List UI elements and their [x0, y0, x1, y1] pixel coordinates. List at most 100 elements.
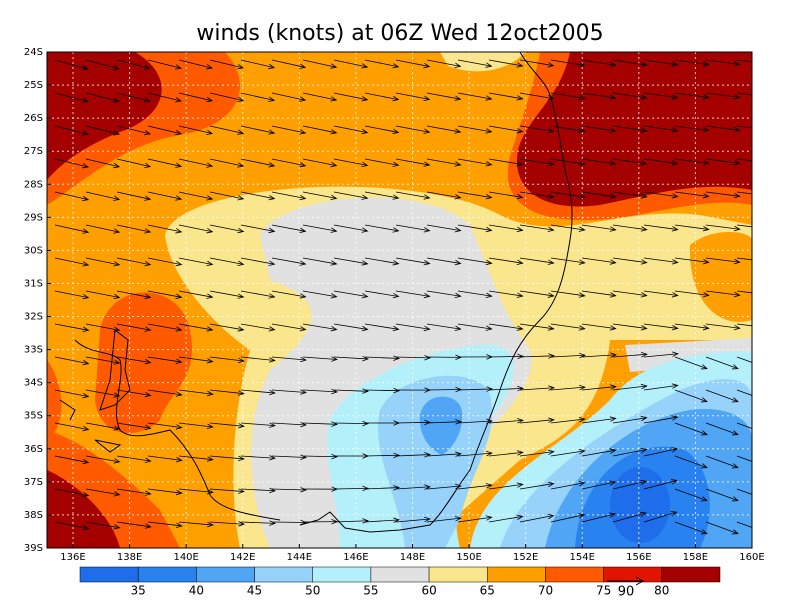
- wind-vector: [364, 191, 399, 199]
- wind-arrowhead: [733, 93, 741, 100]
- wind-vector: [519, 323, 554, 330]
- wind-vector: [426, 158, 461, 166]
- wind-arrowhead: [609, 325, 617, 331]
- wind-arrowhead: [702, 94, 710, 100]
- wind-arrowhead: [424, 419, 432, 426]
- wind-arrowhead: [455, 483, 462, 490]
- wind-vector: [271, 59, 306, 68]
- wind-arrowhead: [763, 464, 769, 468]
- wind-vector: [333, 520, 368, 523]
- coastline: [59, 329, 131, 453]
- wind-arrowhead: [609, 127, 617, 133]
- wind-vector: [612, 480, 647, 490]
- wind-vector: [705, 521, 739, 535]
- wind-arrowhead: [578, 513, 586, 519]
- field-region: [47, 470, 120, 548]
- wind-vector: [705, 257, 740, 263]
- wind-arrowhead: [765, 226, 771, 231]
- wind-arrowhead: [578, 325, 586, 331]
- wind-arrowhead: [361, 194, 369, 200]
- wind-vector: [147, 92, 182, 102]
- wind-arrowhead: [113, 491, 121, 497]
- wind-vector: [457, 516, 492, 523]
- wind-vector: [54, 125, 89, 135]
- wind-vector: [147, 290, 182, 298]
- wind-arrowhead: [331, 356, 338, 362]
- wind-vector: [333, 422, 369, 425]
- wind-arrowhead: [82, 163, 90, 169]
- wind-vector: [426, 453, 461, 457]
- wind-arrowhead: [392, 63, 400, 69]
- lat-label: 27S: [24, 146, 43, 157]
- colorbar-label: 50: [305, 584, 320, 598]
- wind-arrowhead: [702, 160, 710, 166]
- wind-vector: [178, 455, 213, 461]
- wind-vector: [302, 224, 337, 232]
- wind-arrowhead: [300, 454, 307, 460]
- wind-vector: [333, 290, 368, 298]
- wind-arrowhead: [763, 497, 769, 501]
- wind-arrowhead: [485, 292, 493, 299]
- wind-vector: [674, 92, 709, 98]
- wind-arrowhead: [300, 356, 307, 363]
- wind-vector: [240, 356, 275, 361]
- wind-arrowhead: [671, 259, 679, 265]
- wind-arrowhead: [300, 389, 307, 395]
- wind-vector: [209, 158, 244, 167]
- wind-arrowhead: [765, 259, 771, 264]
- colorbar-swatch: [137, 566, 197, 583]
- wind-arrowhead: [700, 397, 708, 403]
- wind-vector: [550, 59, 585, 66]
- lon-label: 152E: [513, 552, 538, 563]
- wind-arrowhead: [454, 62, 462, 69]
- wind-vector: [54, 191, 89, 201]
- wind-vector: [147, 521, 182, 527]
- colorbar-swatch: [545, 566, 604, 583]
- wind-arrowhead: [671, 292, 679, 298]
- wind-arrowhead: [392, 260, 400, 266]
- wind-vector: [54, 59, 88, 70]
- lon-label: 142E: [230, 552, 255, 563]
- wind-vector: [364, 125, 399, 133]
- wind-arrowhead: [362, 420, 370, 427]
- wind-arrowhead: [765, 94, 771, 99]
- wind-arrowhead: [330, 96, 338, 102]
- wind-arrowhead: [765, 325, 771, 330]
- wind-arrowhead: [454, 227, 462, 233]
- wind-vector: [488, 355, 524, 358]
- wind-arrowhead: [330, 129, 338, 135]
- wind-vector: [550, 92, 585, 99]
- wind-arrowhead: [516, 161, 524, 167]
- wind-arrowhead: [486, 386, 494, 392]
- wind-vector: [674, 455, 708, 469]
- lat-label: 32S: [24, 312, 43, 323]
- wind-vector: [674, 257, 709, 263]
- wind-vector: [550, 125, 585, 132]
- wind-vector: [488, 483, 523, 490]
- wind-vector: [581, 59, 616, 66]
- wind-arrowhead: [733, 61, 741, 67]
- wind-vector: [643, 416, 678, 424]
- wind-vector: [674, 59, 709, 66]
- wind-arrowhead: [299, 96, 307, 102]
- wind-arrowhead: [392, 227, 400, 233]
- wind-vector: [240, 521, 275, 524]
- wind-vector: [178, 521, 213, 526]
- wind-arrowhead: [175, 228, 183, 234]
- wind-arrowhead: [82, 326, 90, 332]
- wind-vector: [581, 125, 616, 132]
- colorbar-label: 35: [131, 584, 146, 598]
- wind-vector: [116, 125, 151, 135]
- wind-vector: [395, 454, 430, 457]
- wind-vector: [457, 191, 492, 198]
- wind-vector: [705, 389, 739, 403]
- wind-arrowhead: [206, 358, 214, 364]
- wind-vector: [457, 290, 492, 297]
- wind-arrowhead: [454, 259, 462, 266]
- wind-arrowhead: [547, 417, 555, 423]
- wind-vector: [209, 290, 244, 298]
- wind-arrowhead: [144, 261, 152, 267]
- wind-arrowhead: [486, 418, 493, 425]
- wind-vector: [705, 455, 739, 469]
